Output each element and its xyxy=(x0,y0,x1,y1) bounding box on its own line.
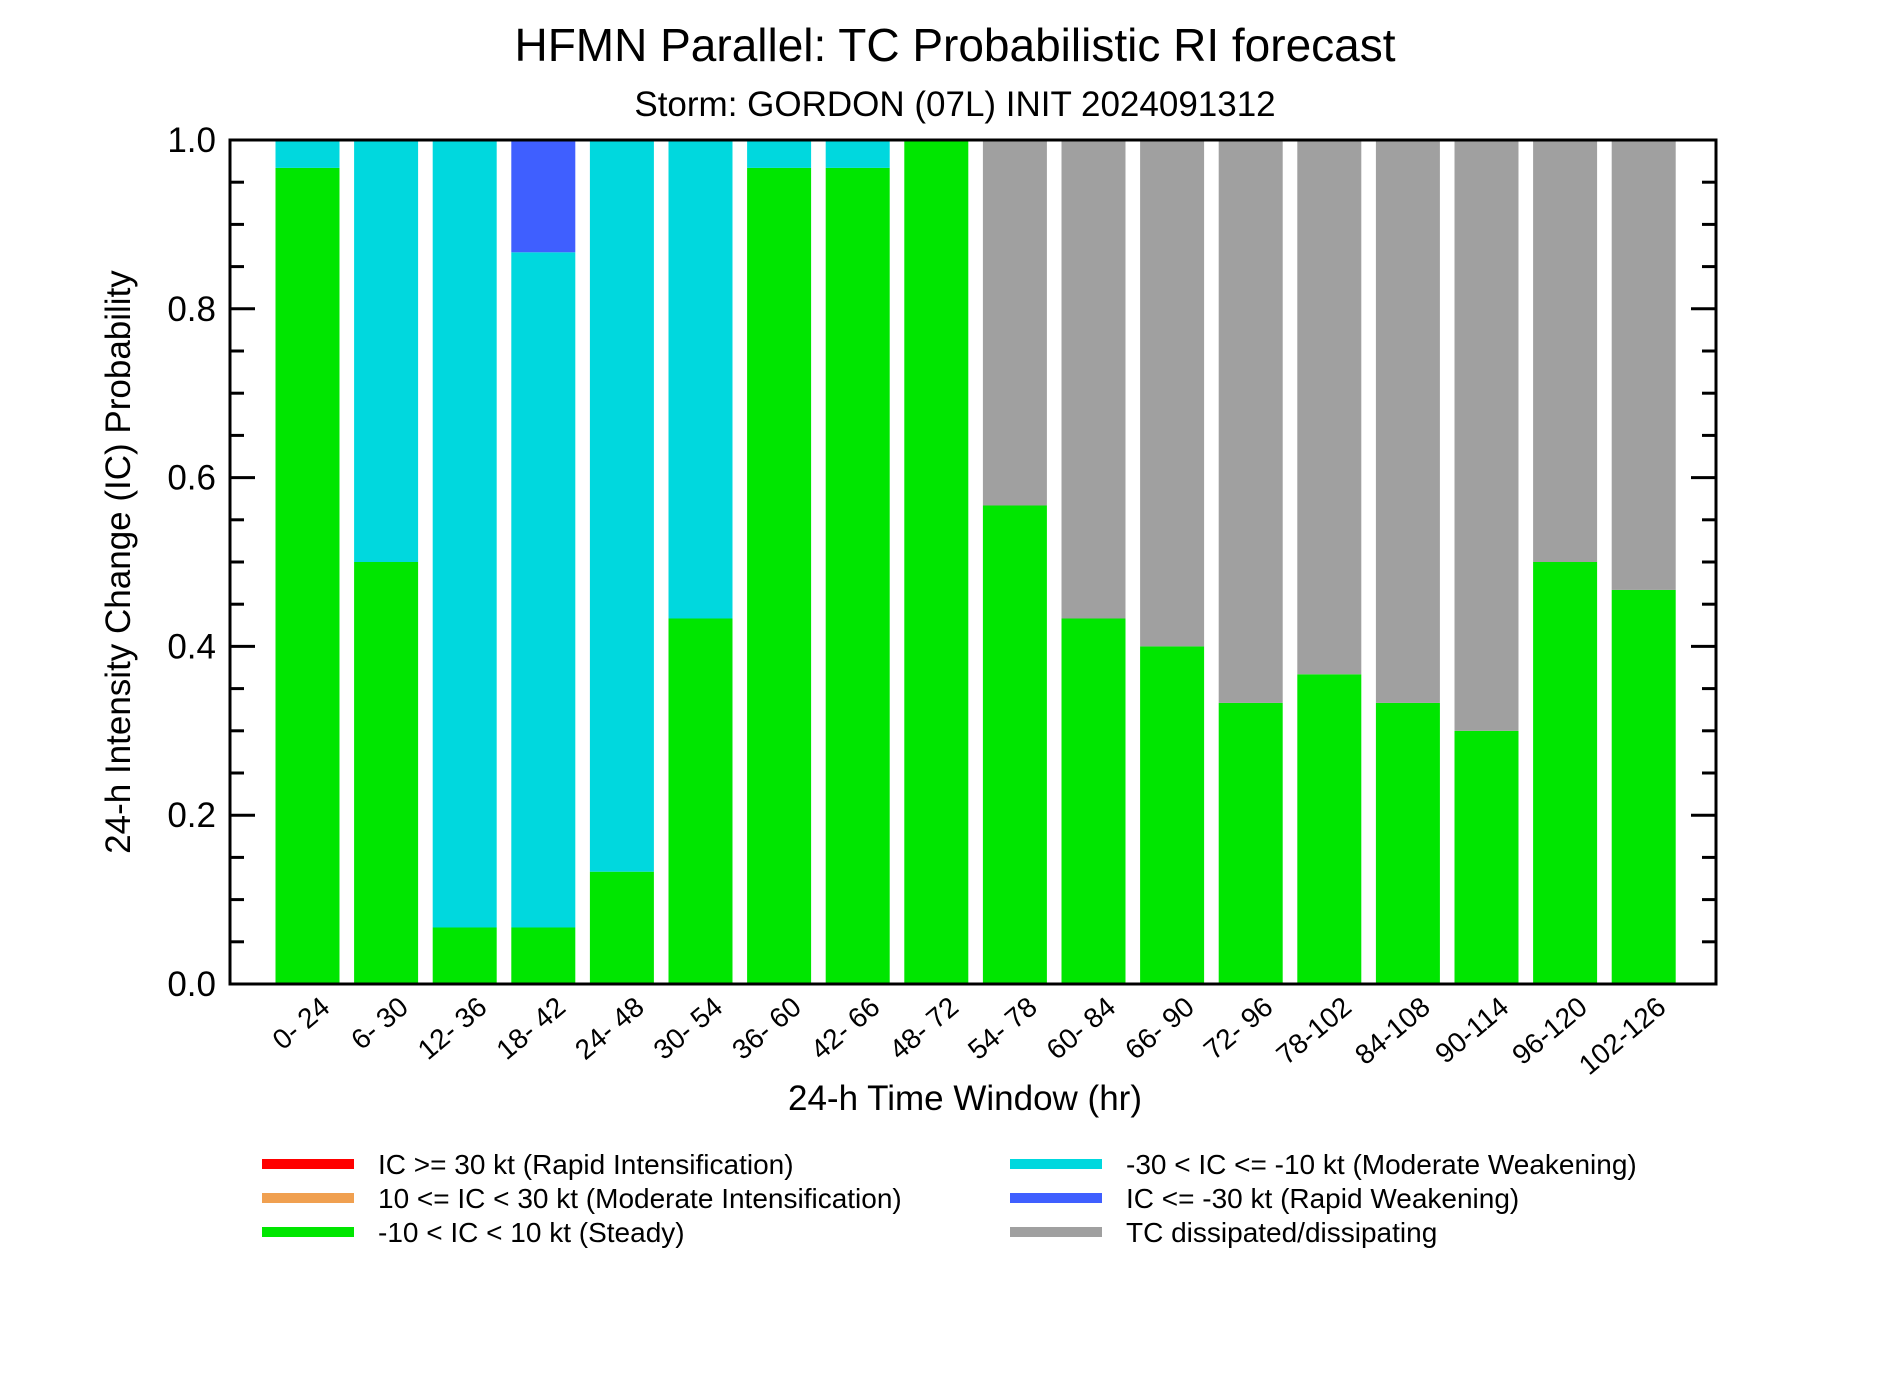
x-tick-label: 36- 60 xyxy=(726,991,807,1066)
plot-frame xyxy=(228,138,1718,986)
x-axis-label: 24-h Time Window (hr) xyxy=(788,1079,1142,1118)
y-axis-label: 24-h Intensity Change (IC) Probability xyxy=(99,270,138,854)
bar-group xyxy=(275,140,1676,984)
bar-segment xyxy=(1297,674,1362,984)
legend-label: IC <= -30 kt (Rapid Weakening) xyxy=(1126,1183,1519,1214)
x-tick-label: 30- 54 xyxy=(648,991,729,1066)
bar-segment xyxy=(668,140,733,619)
x-tick-label: 48- 72 xyxy=(883,991,964,1066)
bar-segment xyxy=(1454,730,1519,984)
x-tick-label: 6- 30 xyxy=(345,991,414,1056)
bar-segment xyxy=(1297,140,1362,675)
bar-segment xyxy=(1061,140,1126,619)
bar-segment xyxy=(511,140,576,253)
bar-segment xyxy=(275,167,340,984)
bar-segment xyxy=(1061,618,1126,984)
y-tick-label: 1.0 xyxy=(167,121,216,160)
bar-segment xyxy=(668,618,733,984)
chart-title: HFMN Parallel: TC Probabilistic RI forec… xyxy=(514,19,1395,71)
legend-label: -30 < IC <= -10 kt (Moderate Weakening) xyxy=(1126,1149,1637,1180)
legend-label: TC dissipated/dissipating xyxy=(1126,1217,1437,1248)
bar-segment xyxy=(1375,702,1440,984)
bar-segment xyxy=(511,252,576,928)
bar-segment xyxy=(432,140,497,928)
x-tick-label: 0- 24 xyxy=(267,991,336,1056)
bar-segment xyxy=(589,140,654,872)
legend-label: IC >= 30 kt (Rapid Intensification) xyxy=(378,1149,794,1180)
x-tick-label: 18- 42 xyxy=(490,991,571,1066)
bar-segment xyxy=(275,140,340,168)
bar-segment xyxy=(1611,140,1676,590)
bar-segment xyxy=(432,927,497,984)
x-tick-label: 42- 66 xyxy=(805,991,886,1066)
y-tick-label: 0.8 xyxy=(167,290,216,329)
bar-segment xyxy=(1218,140,1283,703)
bar-segment xyxy=(1533,140,1598,562)
y-axis-ticks: 0.0 0.2 0.4 0.6 0.8 1.0 xyxy=(167,121,1716,1004)
x-tick-label: 84-108 xyxy=(1349,991,1436,1071)
y-tick-label: 0.6 xyxy=(167,459,216,498)
bar-segment xyxy=(1140,646,1205,984)
bar-segment xyxy=(1533,562,1598,984)
legend-label: -10 < IC < 10 kt (Steady) xyxy=(378,1217,685,1248)
bar-segment xyxy=(982,140,1047,506)
bar-segment xyxy=(589,871,654,984)
bar-segment xyxy=(1375,140,1440,703)
legend-label: 10 <= IC < 30 kt (Moderate Intensificati… xyxy=(378,1183,902,1214)
bar-segment xyxy=(825,140,890,168)
x-tick-label: 66- 90 xyxy=(1119,991,1200,1066)
bar-segment xyxy=(825,167,890,984)
x-tick-label: 24- 48 xyxy=(569,991,650,1066)
bar-segment xyxy=(1140,140,1205,647)
x-tick-label: 12- 36 xyxy=(412,991,493,1066)
bar-segment xyxy=(904,140,969,984)
bar-segment xyxy=(747,167,812,984)
bar-segment xyxy=(354,562,419,984)
x-tick-label: 90-114 xyxy=(1429,991,1514,1069)
legend: IC >= 30 kt (Rapid Intensification)10 <=… xyxy=(262,1149,1637,1248)
x-tick-label: 54- 78 xyxy=(962,991,1043,1066)
bar-segment xyxy=(1454,140,1519,731)
x-tick-label: 78-102 xyxy=(1270,991,1357,1071)
chart-subtitle: Storm: GORDON (07L) INIT 2024091312 xyxy=(634,85,1275,124)
y-tick-label: 0.2 xyxy=(167,796,216,835)
bar-segment xyxy=(1218,702,1283,984)
bar-segment xyxy=(982,505,1047,984)
bar-segment xyxy=(511,927,576,984)
y-tick-label: 0.4 xyxy=(167,627,216,666)
x-tick-label: 72- 96 xyxy=(1198,991,1279,1066)
bar-segment xyxy=(354,140,419,562)
x-tick-label: 60- 84 xyxy=(1041,991,1122,1066)
bar-segment xyxy=(1611,589,1676,984)
bar-segment xyxy=(747,140,812,168)
y-tick-label: 0.0 xyxy=(167,965,216,1004)
x-tick-label: 102-126 xyxy=(1573,991,1672,1081)
